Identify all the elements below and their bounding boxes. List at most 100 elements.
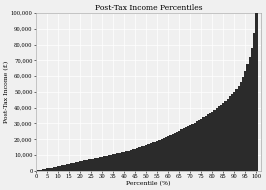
Bar	[194, 123, 196, 171]
Y-axis label: Post-Tax Income (£): Post-Tax Income (£)	[4, 61, 9, 123]
Bar	[114, 154, 117, 171]
Bar	[103, 156, 106, 171]
Bar	[251, 48, 253, 171]
Title: Post-Tax Income Percentiles: Post-Tax Income Percentiles	[95, 4, 202, 12]
Bar	[127, 151, 130, 171]
Bar	[121, 152, 123, 171]
Bar	[57, 166, 59, 171]
Bar	[59, 166, 61, 171]
Bar	[125, 151, 127, 171]
Bar	[94, 158, 97, 171]
Bar	[134, 149, 136, 171]
Bar	[172, 134, 174, 171]
Bar	[189, 125, 192, 171]
Bar	[46, 169, 48, 171]
Bar	[211, 112, 213, 171]
Bar	[229, 96, 231, 171]
Bar	[50, 168, 53, 171]
Bar	[233, 92, 235, 171]
Bar	[41, 169, 44, 171]
Bar	[105, 156, 108, 171]
Bar	[55, 167, 57, 171]
Bar	[242, 77, 244, 171]
Bar	[112, 154, 114, 171]
Bar	[169, 135, 172, 171]
Bar	[117, 153, 119, 171]
Bar	[99, 157, 101, 171]
Bar	[86, 160, 88, 171]
Bar	[178, 131, 180, 171]
Bar	[196, 121, 198, 171]
Bar	[165, 137, 167, 171]
Bar	[187, 126, 189, 171]
Bar	[182, 128, 185, 171]
Bar	[53, 167, 55, 171]
Bar	[207, 114, 209, 171]
Bar	[72, 163, 75, 171]
Bar	[174, 133, 176, 171]
Bar	[70, 163, 72, 171]
Bar	[158, 140, 161, 171]
X-axis label: Percentile (%): Percentile (%)	[126, 181, 171, 186]
Bar	[132, 149, 134, 171]
Bar	[185, 127, 187, 171]
Bar	[152, 142, 154, 171]
Bar	[139, 147, 141, 171]
Bar	[160, 139, 163, 171]
Bar	[77, 162, 79, 171]
Bar	[222, 103, 225, 171]
Bar	[218, 106, 220, 171]
Bar	[44, 169, 46, 171]
Bar	[180, 129, 182, 171]
Bar	[64, 165, 66, 171]
Bar	[213, 110, 216, 171]
Bar	[235, 89, 238, 171]
Bar	[244, 71, 247, 171]
Bar	[202, 117, 205, 171]
Bar	[176, 132, 178, 171]
Bar	[227, 99, 229, 171]
Bar	[220, 105, 222, 171]
Bar	[149, 143, 152, 171]
Bar	[136, 148, 139, 171]
Bar	[108, 155, 110, 171]
Bar	[123, 152, 125, 171]
Bar	[130, 150, 132, 171]
Bar	[97, 158, 99, 171]
Bar	[84, 160, 86, 171]
Bar	[79, 161, 81, 171]
Bar	[37, 170, 39, 171]
Bar	[143, 146, 145, 171]
Bar	[167, 136, 169, 171]
Bar	[231, 94, 233, 171]
Bar	[156, 141, 158, 171]
Bar	[110, 155, 112, 171]
Bar	[191, 124, 194, 171]
Bar	[68, 164, 70, 171]
Bar	[92, 158, 94, 171]
Bar	[48, 168, 50, 171]
Bar	[88, 159, 90, 171]
Bar	[74, 162, 77, 171]
Bar	[253, 33, 255, 171]
Bar	[39, 170, 41, 171]
Bar	[198, 120, 200, 171]
Bar	[238, 86, 240, 171]
Bar	[205, 116, 207, 171]
Bar	[101, 157, 103, 171]
Bar	[90, 159, 92, 171]
Bar	[247, 64, 249, 171]
Bar	[240, 82, 242, 171]
Bar	[154, 142, 156, 171]
Bar	[255, 13, 257, 171]
Bar	[216, 108, 218, 171]
Bar	[209, 113, 211, 171]
Bar	[145, 145, 147, 171]
Bar	[119, 153, 121, 171]
Bar	[249, 57, 251, 171]
Bar	[163, 138, 165, 171]
Bar	[66, 164, 68, 171]
Bar	[225, 101, 227, 171]
Bar	[61, 165, 64, 171]
Bar	[141, 146, 143, 171]
